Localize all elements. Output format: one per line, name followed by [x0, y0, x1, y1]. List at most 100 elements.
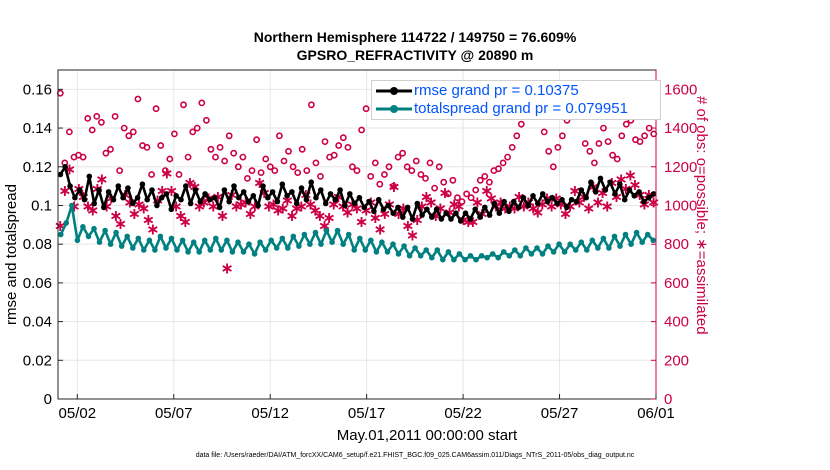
possible-obs-marker [453, 194, 461, 202]
chart-subtitle: GPSRO_REFRACTIVITY @ 20890 m [296, 47, 534, 63]
x-tick-label: 05/22 [444, 405, 482, 422]
rmse-point [486, 212, 493, 218]
y-tick-label-right: 600 [664, 275, 689, 292]
totalspread-point [434, 247, 441, 253]
rmse-point [240, 189, 247, 195]
possible-obs-marker [285, 147, 292, 155]
rmse-point [530, 193, 536, 199]
x-tick-label: 05/07 [155, 405, 193, 422]
totalspread-point [362, 247, 369, 253]
rmse-point [144, 196, 150, 203]
totalspread-point [506, 253, 513, 259]
assimilated-obs-marker: ∗ [179, 212, 192, 231]
possible-obs-marker [335, 142, 343, 149]
totalspread-point [345, 231, 352, 238]
possible-obs-marker [266, 163, 274, 171]
rmse-point [597, 175, 604, 182]
rmse-point [371, 208, 377, 215]
totalspread-point [301, 231, 308, 238]
possible-obs-marker [353, 167, 361, 174]
totalspread-point [622, 231, 629, 238]
rmse-point [646, 194, 652, 201]
rmse-point [535, 200, 541, 207]
rmse-point [110, 196, 117, 203]
possible-obs-marker [271, 167, 279, 174]
assimilated-obs-marker: ∗ [239, 193, 252, 212]
rmse-point [115, 183, 122, 189]
rmse-point [298, 185, 305, 191]
rmse-point [588, 179, 594, 185]
possible-obs-marker [600, 124, 607, 132]
possible-obs-marker [243, 174, 251, 182]
totalspread-point [290, 233, 297, 240]
totalspread-point [157, 233, 164, 240]
possible-obs-marker [212, 153, 219, 161]
totalspread-point [456, 251, 463, 257]
y-tick-label-left: 0.14 [23, 120, 52, 137]
totalspread-point [550, 249, 557, 255]
possible-obs-marker [330, 151, 338, 159]
rmse-point [154, 202, 160, 209]
totalspread-point [462, 256, 468, 263]
possible-obs-marker [495, 165, 502, 173]
totalspread-point [417, 253, 424, 259]
assimilated-obs-marker: ∗ [114, 214, 127, 233]
rmse-point [544, 198, 551, 205]
rmse-point [76, 187, 83, 193]
possible-obs-marker [107, 145, 114, 153]
assimilated-obs-marker: ∗ [624, 166, 637, 185]
totalspread-point [113, 229, 119, 236]
totalspread-point [440, 256, 446, 263]
x-axis-label: May.01,2011 00:00:00 start [336, 427, 518, 444]
totalspread-point [141, 247, 147, 253]
possible-obs-marker [504, 153, 511, 161]
assimilated-obs-marker: ∗ [406, 226, 419, 245]
possible-obs-marker [198, 99, 206, 107]
totalspread-point [489, 251, 496, 257]
possible-obs-marker [312, 159, 320, 167]
totalspread-point [257, 239, 263, 245]
y-tick-label-left: 0.02 [23, 352, 52, 369]
rmse-point [163, 191, 170, 197]
totalspread-point [318, 241, 324, 247]
totalspread-point [58, 231, 64, 238]
totalspread-point [639, 239, 645, 245]
totalspread-point [429, 254, 435, 261]
possible-obs-marker [458, 198, 466, 205]
possible-obs-marker [189, 128, 197, 136]
rmse-point [429, 214, 435, 220]
rmse-point [327, 191, 334, 197]
legend-swatch-rmse [376, 87, 412, 95]
totalspread-point [484, 254, 490, 261]
totalspread-point [312, 229, 319, 236]
possible-obs-marker [216, 143, 224, 151]
rmse-point [404, 204, 411, 211]
possible-obs-marker [88, 126, 96, 134]
rmse-point [390, 210, 397, 216]
possible-obs-marker [476, 176, 484, 184]
totalspread-point [395, 251, 402, 257]
y-tick-label-right: 1200 [664, 159, 697, 176]
possible-obs-marker [225, 132, 233, 140]
rmse-point [366, 198, 372, 205]
possible-obs-marker [202, 116, 210, 124]
totalspread-point [512, 247, 518, 253]
possible-obs-marker [604, 138, 612, 145]
rmse-point [197, 198, 204, 205]
rmse-point [496, 210, 503, 216]
assimilated-obs-marker: ∗ [123, 193, 136, 212]
assimilated-obs-marker: ∗ [313, 206, 326, 225]
legend-label-spread: totalspread grand pr = 0.079951 [414, 100, 628, 117]
rmse-point [187, 200, 194, 207]
rmse-point [105, 189, 112, 195]
totalspread-point [107, 241, 114, 247]
rmse-point [453, 210, 459, 216]
rmse-point [318, 187, 324, 193]
assimilated-obs-marker: ∗ [220, 258, 233, 277]
possible-obs-marker [412, 157, 420, 165]
possible-obs-marker [362, 105, 370, 113]
totalspread-point [63, 220, 70, 226]
rmse-point [245, 198, 252, 205]
totalspread-point [478, 253, 485, 259]
